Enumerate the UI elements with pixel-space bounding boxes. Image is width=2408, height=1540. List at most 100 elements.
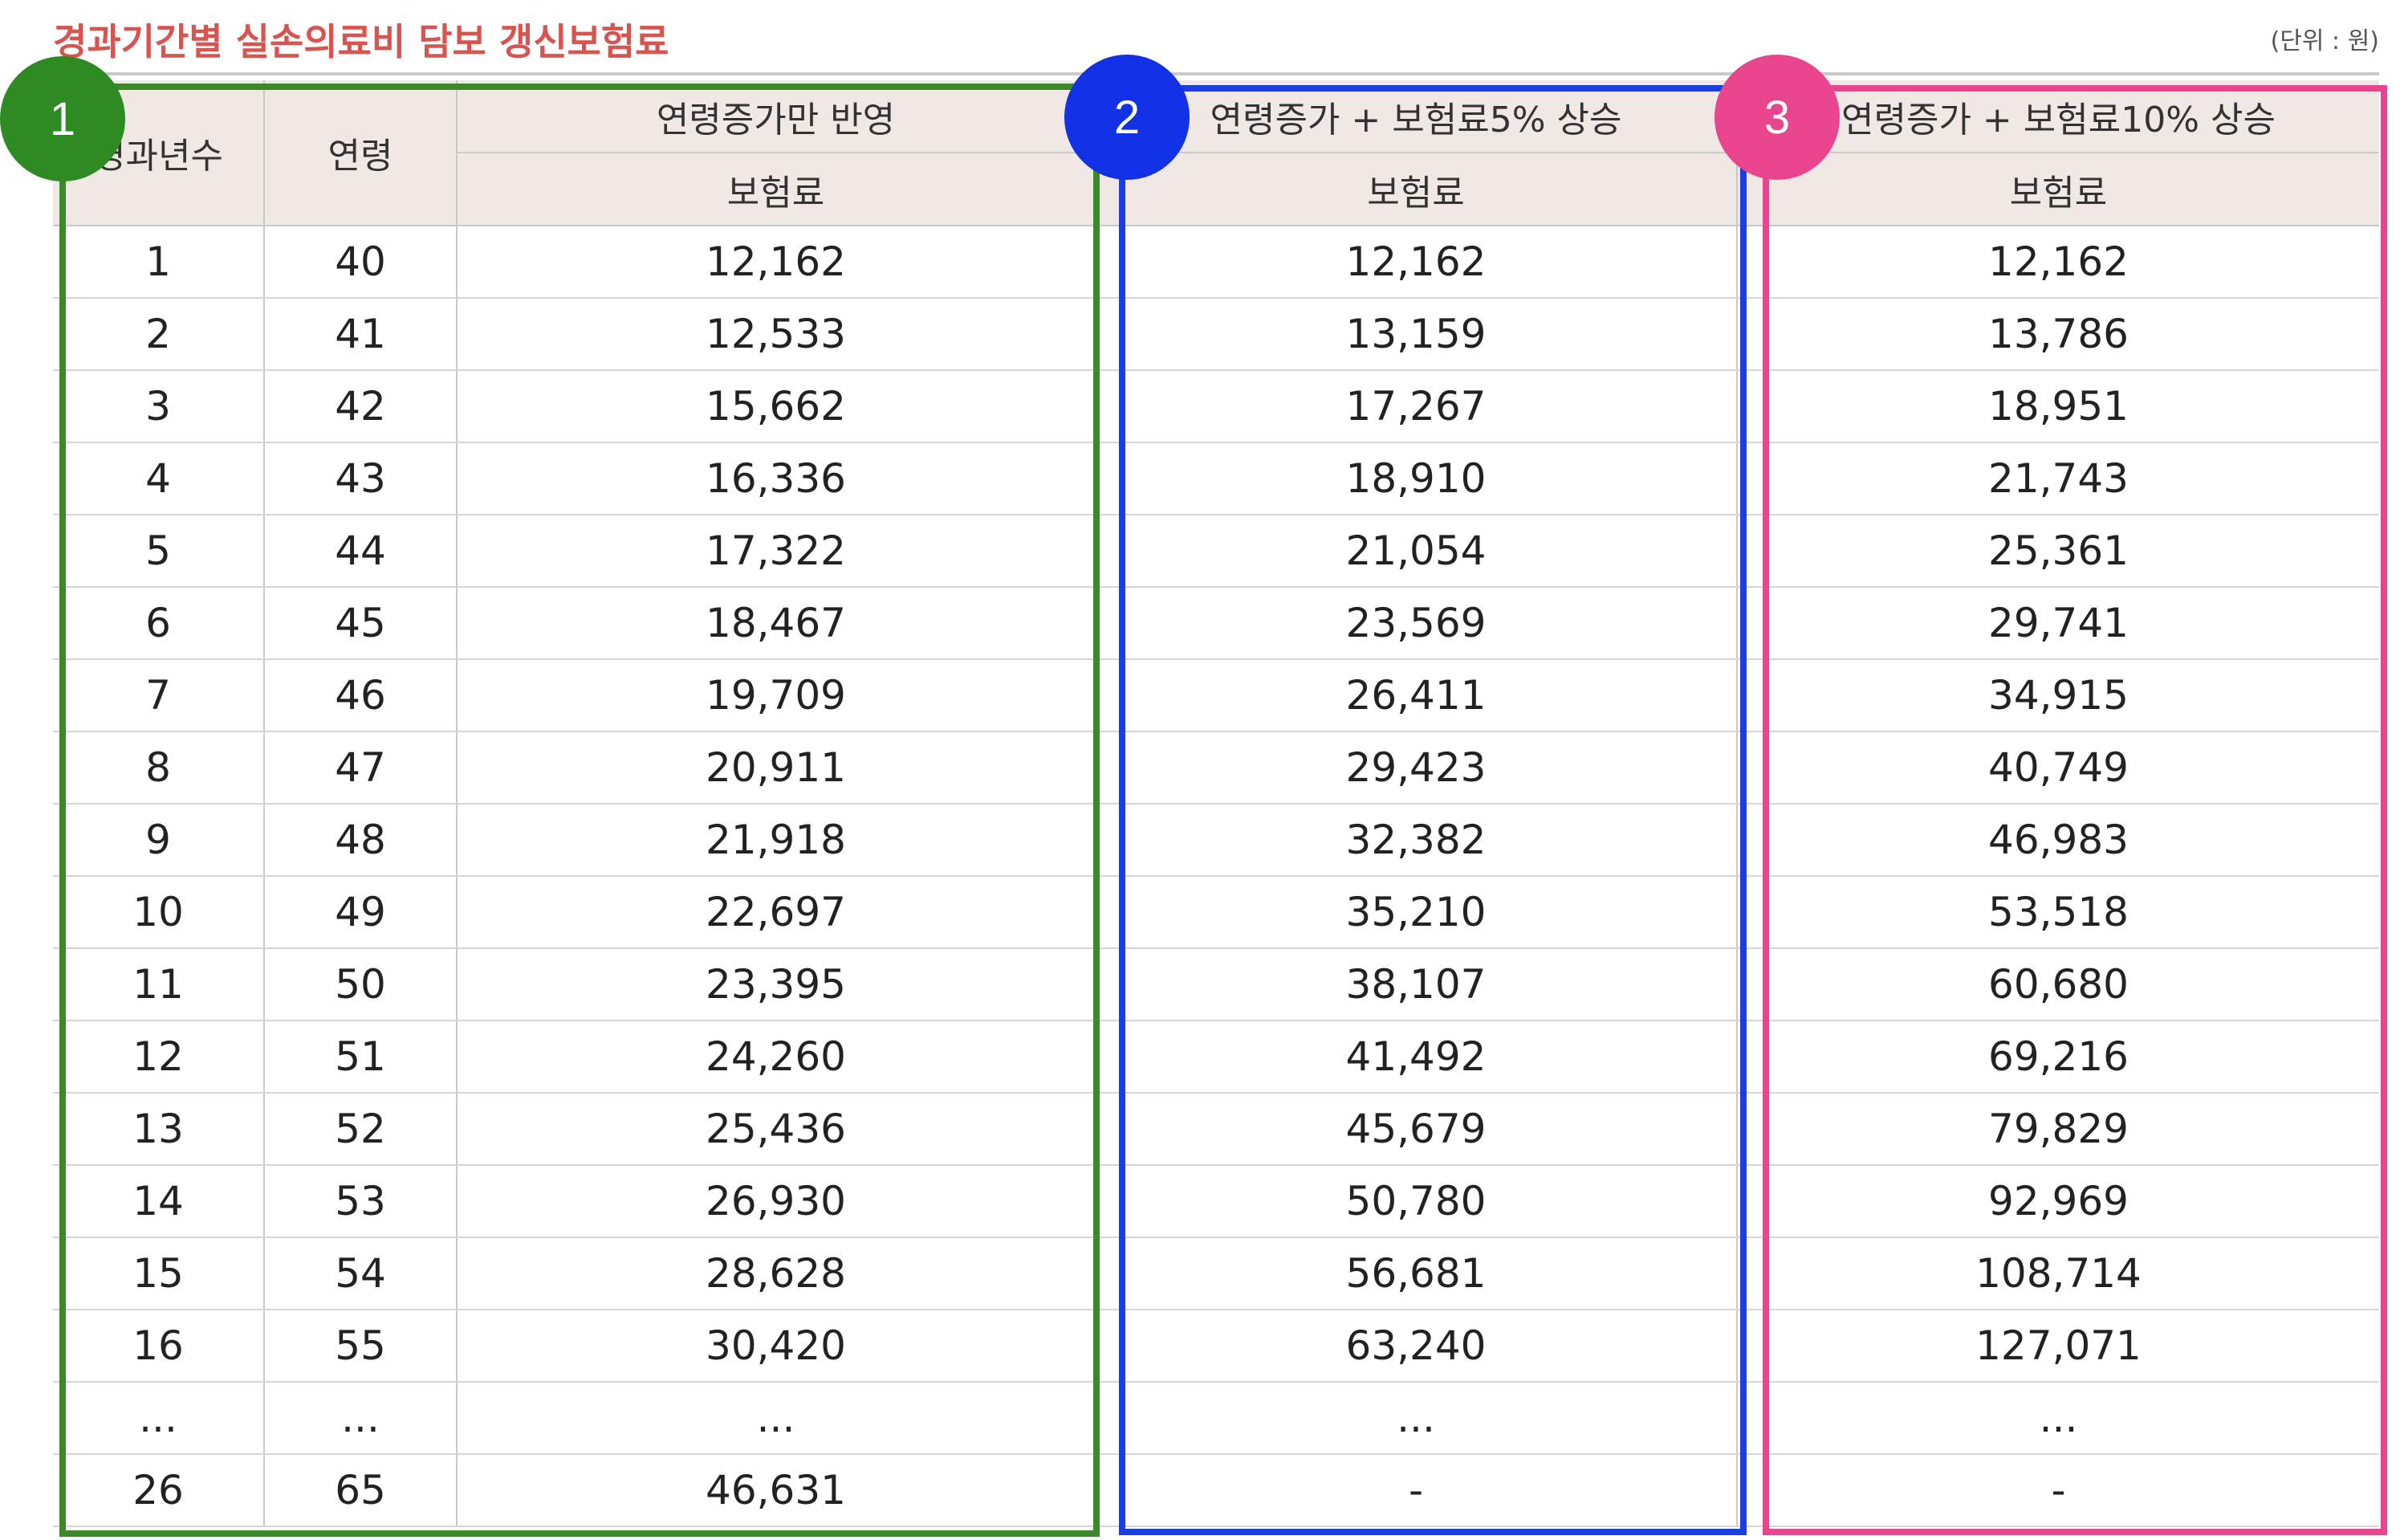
cell-premium-plus10: 25,361 — [1737, 515, 2379, 588]
cell-age: 42 — [264, 370, 458, 443]
cell-elapsed-years: 14 — [53, 1165, 265, 1238]
cell-premium-age-only: 16,336 — [457, 442, 1096, 515]
page-title: 경과기간별 실손의료비 담보 갱신보험료 — [53, 20, 669, 63]
cell-premium-plus5: 45,679 — [1095, 1093, 1738, 1166]
header-age-only: 연령증가만 반영 — [457, 80, 1096, 153]
cell-premium-plus5: ... — [1095, 1382, 1738, 1455]
table-header-row: 경과년수 연령 연령증가만 반영 연령증가 + 보험료5% 상승 연령증가 + … — [53, 80, 2379, 226]
cell-age: 50 — [264, 948, 458, 1021]
table-row: 8 47 20,911 29,423 40,749 — [53, 731, 2379, 805]
cell-premium-plus5: 35,210 — [1095, 876, 1738, 949]
cell-elapsed-years: 7 — [53, 659, 265, 732]
cell-premium-plus10: ... — [1737, 1382, 2379, 1455]
table-row: 6 45 18,467 23,569 29,741 — [53, 587, 2379, 660]
table-subheader-row: 보험료 보험료 보험료 — [53, 153, 2379, 226]
cell-age: 46 — [264, 659, 458, 732]
cell-age: 53 — [264, 1165, 458, 1238]
cell-elapsed-years: 5 — [53, 515, 265, 588]
cell-premium-plus10: 108,714 — [1737, 1237, 2379, 1310]
cell-elapsed-years: 1 — [53, 226, 265, 299]
cell-age: 49 — [264, 876, 458, 949]
cell-premium-age-only: 15,662 — [457, 370, 1096, 443]
cell-premium-plus5: - — [1095, 1454, 1738, 1527]
cell-premium-plus5: 50,780 — [1095, 1165, 1738, 1238]
table-row: 9 48 21,918 32,382 46,983 — [53, 804, 2379, 877]
highlight-box-plus5 — [1119, 85, 1747, 1535]
cell-premium-plus5: 23,569 — [1095, 587, 1738, 660]
cell-premium-plus10: 13,786 — [1737, 298, 2379, 371]
cell-elapsed-years: 11 — [53, 948, 265, 1021]
cell-age: 45 — [264, 587, 458, 660]
cell-age: 48 — [264, 804, 458, 877]
cell-premium-plus10: 12,162 — [1737, 226, 2379, 299]
cell-elapsed-years: ... — [53, 1382, 265, 1455]
cell-premium-age-only: 30,420 — [457, 1310, 1096, 1383]
cell-age: 47 — [264, 731, 458, 805]
highlight-box-plus10 — [1763, 85, 2387, 1535]
cell-premium-plus5: 63,240 — [1095, 1310, 1738, 1383]
table-row: 7 46 19,709 26,411 34,915 — [53, 659, 2379, 732]
cell-premium-plus5: 26,411 — [1095, 659, 1738, 732]
cell-premium-plus5: 21,054 — [1095, 515, 1738, 588]
subheader-premium-1: 보험료 — [457, 153, 1096, 226]
cell-age: 65 — [264, 1454, 458, 1527]
cell-premium-plus5: 12,162 — [1095, 226, 1738, 299]
cell-premium-plus10: 53,518 — [1737, 876, 2379, 949]
cell-premium-plus10: 40,749 — [1737, 731, 2379, 805]
cell-premium-plus5: 38,107 — [1095, 948, 1738, 1021]
cell-premium-plus10: 127,071 — [1737, 1310, 2379, 1383]
table-row: 1 40 12,162 12,162 12,162 — [53, 226, 2379, 299]
table-row: 16 55 30,420 63,240 127,071 — [53, 1310, 2379, 1383]
cell-premium-age-only: 19,709 — [457, 659, 1096, 732]
header-plus10: 연령증가 + 보험료10% 상승 — [1737, 80, 2379, 153]
cell-premium-plus10: - — [1737, 1454, 2379, 1527]
cell-premium-plus10: 34,915 — [1737, 659, 2379, 732]
cell-elapsed-years: 26 — [53, 1454, 265, 1527]
cell-age: 54 — [264, 1237, 458, 1310]
cell-premium-plus5: 18,910 — [1095, 442, 1738, 515]
cell-premium-age-only: 12,162 — [457, 226, 1096, 299]
table-row: 13 52 25,436 45,679 79,829 — [53, 1093, 2379, 1166]
table-row: 3 42 15,662 17,267 18,951 — [53, 370, 2379, 443]
cell-premium-age-only: 21,918 — [457, 804, 1096, 877]
subheader-premium-2: 보험료 — [1095, 153, 1738, 226]
cell-elapsed-years: 2 — [53, 298, 265, 371]
table-row: 26 65 46,631- - — [53, 1454, 2379, 1527]
cell-premium-age-only: 22,697 — [457, 876, 1096, 949]
subheader-premium-3: 보험료 — [1737, 153, 2379, 226]
cell-elapsed-years: 10 — [53, 876, 265, 949]
cell-premium-age-only: 25,436 — [457, 1093, 1096, 1166]
cell-premium-age-only: 18,467 — [457, 587, 1096, 660]
cell-elapsed-years: 6 — [53, 587, 265, 660]
unit-label: (단위 : 원) — [2270, 27, 2379, 55]
cell-premium-plus10: 92,969 — [1737, 1165, 2379, 1238]
cell-premium-plus10: 79,829 — [1737, 1093, 2379, 1166]
number-badge-3: 3 — [1714, 55, 1840, 180]
cell-elapsed-years: 3 — [53, 370, 265, 443]
cell-premium-age-only: ... — [457, 1382, 1096, 1455]
cell-elapsed-years: 15 — [53, 1237, 265, 1310]
cell-age: 55 — [264, 1310, 458, 1383]
header-age: 연령 — [264, 80, 458, 226]
table-row: 15 54 28,628 56,681 108,714 — [53, 1237, 2379, 1310]
cell-elapsed-years: 12 — [53, 1021, 265, 1094]
number-badge-1: 1 — [0, 56, 125, 181]
cell-premium-plus10: 18,951 — [1737, 370, 2379, 443]
cell-premium-age-only: 17,322 — [457, 515, 1096, 588]
cell-age: 51 — [264, 1021, 458, 1094]
cell-elapsed-years: 9 — [53, 804, 265, 877]
cell-premium-plus5: 13,159 — [1095, 298, 1738, 371]
cell-age: 52 — [264, 1093, 458, 1166]
cell-premium-age-only: 20,911 — [457, 731, 1096, 805]
table-row: ............... — [53, 1382, 2379, 1455]
cell-premium-plus5: 41,492 — [1095, 1021, 1738, 1094]
table-row: 4 43 16,336 18,910 21,743 — [53, 442, 2379, 515]
premium-table: 경과년수 연령 연령증가만 반영 연령증가 + 보험료5% 상승 연령증가 + … — [53, 80, 2379, 1527]
cell-elapsed-years: 4 — [53, 442, 265, 515]
cell-age: 44 — [264, 515, 458, 588]
cell-elapsed-years: 8 — [53, 731, 265, 805]
cell-premium-plus10: 21,743 — [1737, 442, 2379, 515]
cell-age: ... — [264, 1382, 458, 1455]
table-row: 10 49 22,697 35,210 53,518 — [53, 876, 2379, 949]
cell-premium-plus5: 32,382 — [1095, 804, 1738, 877]
